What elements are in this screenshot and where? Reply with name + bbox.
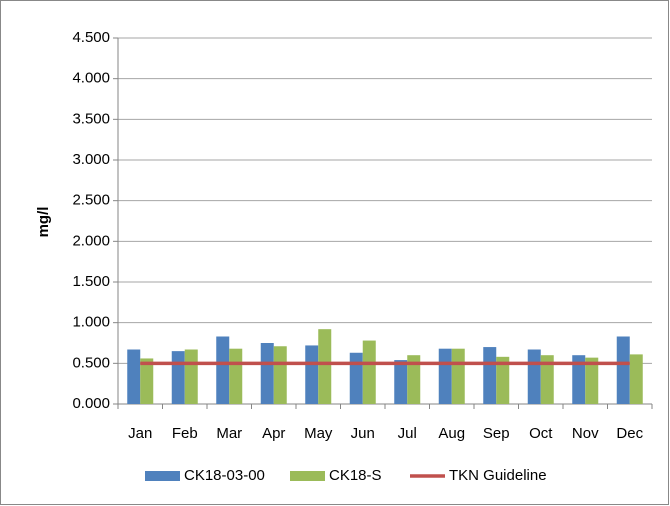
x-tick-label: Dec bbox=[616, 425, 643, 442]
bar bbox=[140, 358, 154, 404]
x-tick-label: Jun bbox=[351, 425, 375, 442]
y-tick-label: 3.000 bbox=[72, 151, 110, 168]
y-tick-label: 2.000 bbox=[72, 232, 110, 249]
bar bbox=[616, 336, 630, 404]
bar bbox=[260, 343, 274, 404]
bar bbox=[184, 349, 198, 404]
bar bbox=[629, 354, 643, 404]
legend-swatch bbox=[145, 471, 180, 481]
bar bbox=[171, 351, 185, 404]
x-tick-label: Mar bbox=[216, 425, 242, 442]
y-tick-label: 0.500 bbox=[72, 354, 110, 371]
bar bbox=[305, 345, 319, 404]
y-tick-label: 2.500 bbox=[72, 192, 110, 209]
x-tick-label: Feb bbox=[172, 425, 198, 442]
y-tick-label: 1.000 bbox=[72, 314, 110, 331]
y-tick-label: 1.500 bbox=[72, 273, 110, 290]
bar bbox=[527, 349, 541, 404]
y-tick-label: 4.500 bbox=[72, 29, 110, 46]
y-tick-label: 0.000 bbox=[72, 395, 110, 412]
x-tick-label: Aug bbox=[438, 425, 465, 442]
bar bbox=[273, 346, 287, 404]
bar bbox=[407, 355, 421, 404]
legend-label: TKN Guideline bbox=[449, 467, 547, 484]
bar bbox=[394, 360, 408, 404]
bar bbox=[127, 349, 141, 404]
x-tick-label: Oct bbox=[529, 425, 553, 442]
x-tick-label: Sep bbox=[483, 425, 510, 442]
y-axis-label: mg/l bbox=[35, 207, 52, 238]
y-tick-label: 4.000 bbox=[72, 70, 110, 87]
legend-label: CK18-S bbox=[329, 467, 382, 484]
legend-swatch bbox=[290, 471, 325, 481]
x-tick-label: May bbox=[304, 425, 333, 442]
bar bbox=[349, 352, 363, 404]
x-tick-label: Jul bbox=[398, 425, 417, 442]
legend-label: CK18-03-00 bbox=[184, 467, 265, 484]
bar bbox=[438, 348, 452, 404]
bar bbox=[362, 340, 376, 404]
x-tick-label: Apr bbox=[262, 425, 285, 442]
x-tick-label: Jan bbox=[128, 425, 152, 442]
bar bbox=[540, 355, 554, 404]
bar bbox=[216, 336, 230, 404]
bar bbox=[451, 348, 465, 404]
bar bbox=[585, 357, 599, 404]
x-tick-label: Nov bbox=[572, 425, 599, 442]
bar bbox=[483, 347, 497, 404]
bar bbox=[229, 348, 243, 404]
bar bbox=[496, 356, 510, 404]
bar bbox=[318, 329, 332, 404]
y-tick-label: 3.500 bbox=[72, 110, 110, 127]
bar bbox=[572, 355, 586, 404]
